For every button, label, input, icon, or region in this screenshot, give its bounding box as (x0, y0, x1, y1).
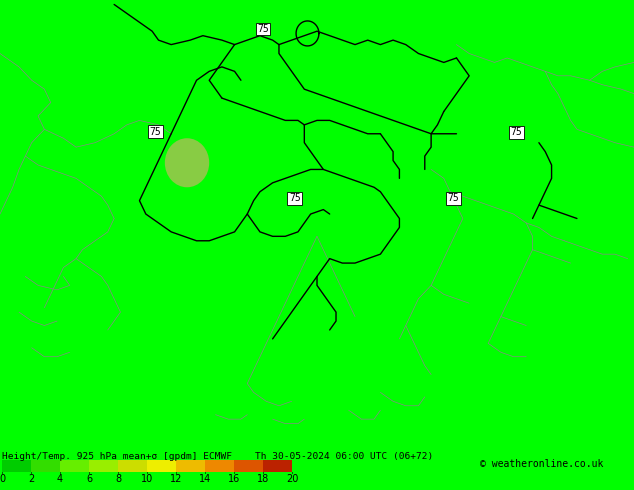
Text: 6: 6 (86, 474, 92, 484)
Text: Height/Temp. 925 hPa mean+σ [gpdm] ECMWF    Th 30-05-2024 06:00 UTC (06+72): Height/Temp. 925 hPa mean+σ [gpdm] ECMWF… (2, 452, 433, 461)
Text: © weatheronline.co.uk: © weatheronline.co.uk (480, 459, 604, 469)
Bar (89, 460, 118, 472)
Text: 75: 75 (257, 24, 269, 34)
Text: 10: 10 (141, 474, 153, 484)
Text: 20: 20 (286, 474, 298, 484)
Text: 75: 75 (511, 127, 522, 137)
Text: 2: 2 (28, 474, 34, 484)
Bar (118, 460, 147, 472)
Text: 12: 12 (170, 474, 182, 484)
Text: 8: 8 (115, 474, 121, 484)
Text: 4: 4 (57, 474, 63, 484)
Text: 75: 75 (150, 126, 161, 137)
Bar (205, 460, 234, 472)
Bar (60, 460, 89, 472)
Text: 18: 18 (257, 474, 269, 484)
Bar (31, 460, 60, 472)
Bar (2, 460, 31, 472)
Bar (176, 460, 205, 472)
Text: 75: 75 (289, 194, 301, 203)
Text: 14: 14 (199, 474, 211, 484)
Ellipse shape (165, 138, 209, 187)
Bar (234, 460, 263, 472)
Text: 16: 16 (228, 474, 240, 484)
Bar (263, 460, 292, 472)
Bar (147, 460, 176, 472)
Text: 0: 0 (0, 474, 5, 484)
Text: 75: 75 (448, 194, 459, 203)
